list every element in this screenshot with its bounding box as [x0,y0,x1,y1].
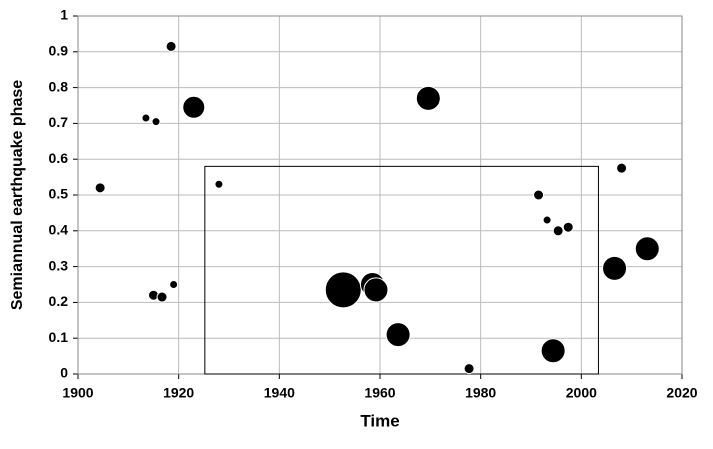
x-tick-label: 1940 [264,385,295,401]
bubble [542,215,552,225]
y-tick-label: 0.5 [49,186,69,202]
bubble [156,291,168,303]
bubble [533,189,545,201]
bubble [540,338,566,364]
y-tick-label: 0.7 [49,114,69,130]
x-tick-label: 1900 [62,385,93,401]
bubble [141,113,151,123]
bubble [415,85,441,111]
y-axis-label: Semiannual earthquake phase [9,80,26,310]
bubble [363,277,389,303]
y-tick-label: 1 [60,7,68,23]
bubble [602,255,628,281]
x-axis-label: Time [360,411,399,430]
bubble [169,280,179,289]
bubble [385,322,411,348]
y-tick-label: 0 [60,365,68,381]
y-tick-label: 0.2 [49,293,69,309]
x-tick-label: 1920 [163,385,194,401]
bubble [182,95,206,119]
bubble [463,363,475,375]
x-tick-label: 2000 [566,385,597,401]
bubble [151,117,161,127]
bubble [94,182,106,194]
bubble [165,40,177,52]
x-tick-label: 1960 [364,385,395,401]
bubble [562,221,574,233]
y-tick-label: 0.6 [49,150,69,166]
y-tick-label: 0.3 [49,257,69,273]
bubble [214,179,224,189]
y-tick-label: 0.8 [49,78,69,94]
highlight-box [204,165,599,375]
bubble [552,225,564,237]
bubble [616,162,628,174]
y-tick-label: 0.9 [49,43,69,59]
bubble [324,271,362,309]
x-tick-label: 1980 [465,385,496,401]
bubble [634,236,660,262]
x-tick-label: 2020 [666,385,697,401]
y-tick-label: 0.1 [49,329,69,345]
y-tick-label: 0.4 [49,222,69,238]
